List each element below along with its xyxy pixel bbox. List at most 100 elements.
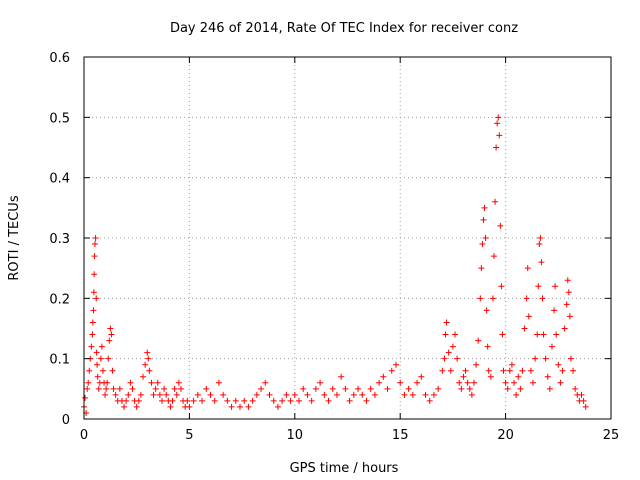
data-point <box>542 355 549 362</box>
data-point <box>435 385 442 392</box>
data-point <box>93 295 100 302</box>
data-point <box>442 331 449 338</box>
data-point <box>538 259 545 266</box>
data-point <box>582 403 589 410</box>
data-point <box>350 391 357 398</box>
data-point <box>479 241 486 248</box>
data-point <box>186 403 193 410</box>
data-point <box>279 397 286 404</box>
data-point <box>89 319 96 326</box>
data-point <box>99 367 106 374</box>
data-point <box>565 289 572 296</box>
data-point <box>135 397 142 404</box>
data-point <box>329 385 336 392</box>
data-point <box>489 295 496 302</box>
data-point <box>325 397 332 404</box>
data-point <box>449 343 456 350</box>
data-point <box>548 343 555 350</box>
data-point <box>152 385 159 392</box>
data-point <box>517 385 524 392</box>
data-point <box>82 394 89 401</box>
data-point <box>426 397 433 404</box>
data-point <box>580 397 587 404</box>
data-point <box>355 385 362 392</box>
data-point <box>572 385 579 392</box>
data-point <box>508 361 515 368</box>
data-point <box>142 361 149 368</box>
data-point <box>184 397 191 404</box>
data-point <box>90 307 97 314</box>
data-point <box>224 397 231 404</box>
data-point <box>473 361 480 368</box>
data-point <box>491 253 498 260</box>
data-point <box>161 385 168 392</box>
data-point <box>511 379 518 386</box>
data-point <box>148 379 155 386</box>
data-point <box>123 397 130 404</box>
data-point <box>401 391 408 398</box>
data-point <box>283 391 290 398</box>
data-point <box>540 331 547 338</box>
data-point <box>266 391 273 398</box>
data-point <box>559 367 566 374</box>
data-point <box>546 385 553 392</box>
data-point <box>477 295 484 302</box>
data-point <box>502 379 509 386</box>
data-point <box>112 391 119 398</box>
data-point <box>91 253 98 260</box>
data-point <box>90 289 97 296</box>
data-point <box>492 198 499 205</box>
data-point <box>462 367 469 374</box>
data-point <box>274 403 281 410</box>
data-point <box>566 313 573 320</box>
data-point <box>564 277 571 284</box>
data-point <box>253 391 260 398</box>
data-point <box>228 403 235 410</box>
data-point <box>194 391 201 398</box>
x-tick-label: 15 <box>392 428 409 443</box>
data-point <box>555 361 562 368</box>
data-point <box>150 391 157 398</box>
data-point <box>513 391 520 398</box>
data-point <box>515 373 522 380</box>
data-point <box>121 403 128 410</box>
data-point <box>177 385 184 392</box>
data-point <box>94 361 101 368</box>
data-point <box>346 397 353 404</box>
data-point <box>333 391 340 398</box>
data-point <box>475 337 482 344</box>
data-point <box>525 313 532 320</box>
data-point <box>85 379 92 386</box>
data-point <box>483 307 490 314</box>
data-point <box>137 391 144 398</box>
data-point <box>500 367 507 374</box>
data-point <box>567 355 574 362</box>
data-point <box>175 379 182 386</box>
data-point <box>258 385 265 392</box>
data-point <box>291 391 298 398</box>
data-point <box>236 403 243 410</box>
x-tick-label: 25 <box>603 428 620 443</box>
data-point <box>523 295 530 302</box>
data-point <box>392 361 399 368</box>
data-point <box>241 397 248 404</box>
data-point <box>98 343 105 350</box>
data-point <box>145 355 152 362</box>
data-point <box>376 379 383 386</box>
data-point <box>485 367 492 374</box>
x-axis-label: GPS time / hours <box>290 461 399 476</box>
grid-layer <box>84 57 611 419</box>
data-point <box>144 349 151 356</box>
data-point <box>102 391 109 398</box>
data-point <box>262 379 269 386</box>
data-point <box>105 355 112 362</box>
data-point <box>245 403 252 410</box>
data-point <box>561 325 568 332</box>
data-point <box>108 331 115 338</box>
data-point <box>133 403 140 410</box>
data-point <box>460 373 467 380</box>
data-point <box>129 385 136 392</box>
data-point <box>534 331 541 338</box>
x-tick-label: 0 <box>80 428 88 443</box>
